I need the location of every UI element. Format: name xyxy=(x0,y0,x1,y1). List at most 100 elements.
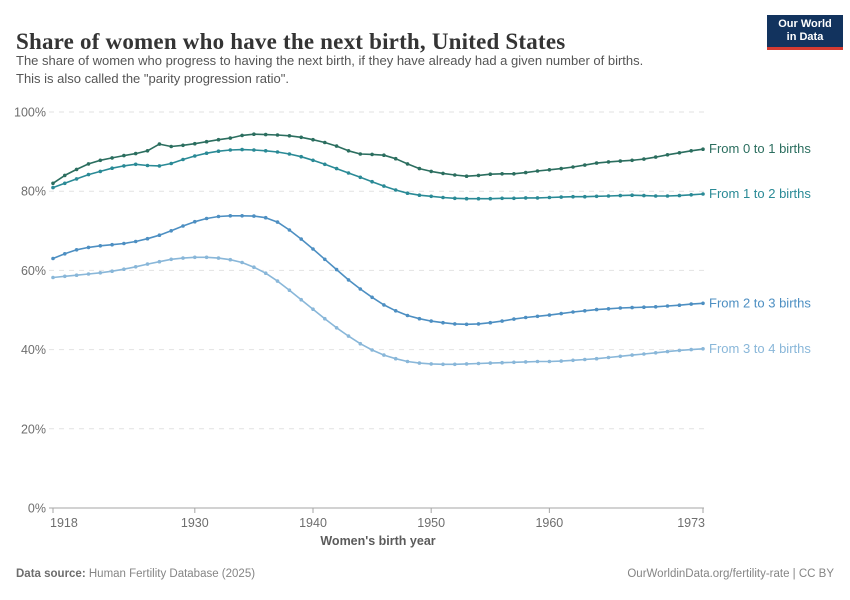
point-from-0-to-1-births xyxy=(594,161,599,165)
x-axis-title: Women's birth year xyxy=(320,534,435,548)
point-from-3-to-4-births xyxy=(334,326,339,330)
series-label-from-3-to-4-births: From 3 to 4 births xyxy=(709,341,811,356)
point-from-0-to-1-births xyxy=(559,166,563,171)
point-from-1-to-2-births xyxy=(370,179,374,184)
point-from-0-to-1-births xyxy=(74,167,79,172)
point-from-2-to-3-births xyxy=(63,252,67,256)
point-from-1-to-2-births xyxy=(583,194,587,199)
point-from-2-to-3-births xyxy=(145,236,150,241)
x-tick-label-1950: 1950 xyxy=(417,516,445,530)
point-from-3-to-4-births xyxy=(393,356,398,361)
point-from-2-to-3-births xyxy=(512,317,516,321)
x-tick-label-1973: 1973 xyxy=(677,516,705,530)
point-from-0-to-1-births xyxy=(323,140,327,145)
point-from-1-to-2-births xyxy=(488,196,493,201)
point-from-0-to-1-births xyxy=(252,132,256,136)
point-from-0-to-1-births xyxy=(701,147,705,151)
point-from-3-to-4-births xyxy=(594,356,599,361)
point-from-3-to-4-births xyxy=(228,257,233,262)
point-from-3-to-4-births xyxy=(311,307,315,312)
point-from-0-to-1-births xyxy=(63,173,67,178)
point-from-1-to-2-births xyxy=(464,196,469,201)
data-source: Data source: Human Fertility Database (2… xyxy=(16,568,255,580)
point-from-3-to-4-births xyxy=(488,361,493,365)
point-from-2-to-3-births xyxy=(51,256,55,261)
point-from-2-to-3-births xyxy=(370,295,374,300)
point-from-3-to-4-births xyxy=(204,255,209,260)
point-from-3-to-4-births xyxy=(464,362,469,366)
point-from-3-to-4-births xyxy=(405,359,410,364)
point-from-1-to-2-births xyxy=(299,154,304,159)
point-from-0-to-1-births xyxy=(689,149,693,153)
point-from-2-to-3-births xyxy=(323,257,327,262)
point-from-0-to-1-births xyxy=(240,133,244,138)
point-from-2-to-3-births xyxy=(98,244,103,248)
point-from-3-to-4-births xyxy=(417,361,422,365)
point-from-1-to-2-births xyxy=(547,195,552,200)
point-from-0-to-1-births xyxy=(571,165,575,169)
point-from-2-to-3-births xyxy=(594,307,599,312)
point-from-0-to-1-births xyxy=(535,169,540,173)
point-from-3-to-4-births xyxy=(618,354,623,359)
point-from-1-to-2-births xyxy=(653,194,658,198)
point-from-3-to-4-births xyxy=(665,349,670,354)
point-from-2-to-3-births xyxy=(358,287,363,291)
series-label-from-2-to-3-births: From 2 to 3 births xyxy=(709,295,811,310)
point-from-3-to-4-births xyxy=(275,279,280,283)
point-from-0-to-1-births xyxy=(299,135,304,140)
point-from-0-to-1-births xyxy=(263,132,268,137)
series-label-from-1-to-2-births: From 1 to 2 births xyxy=(709,186,811,201)
point-from-1-to-2-births xyxy=(618,193,623,198)
point-from-1-to-2-births xyxy=(275,150,280,154)
point-from-3-to-4-births xyxy=(606,355,611,360)
point-from-1-to-2-births xyxy=(441,195,445,200)
subtitle-line-2: This is also called the "parity progress… xyxy=(16,71,289,87)
x-tick-label-1960: 1960 xyxy=(535,516,563,530)
owid-logo-line2: in Data xyxy=(786,31,824,43)
point-from-1-to-2-births xyxy=(311,158,315,163)
point-from-0-to-1-births xyxy=(181,143,185,148)
point-from-0-to-1-births xyxy=(665,153,670,157)
point-from-1-to-2-births xyxy=(287,152,292,156)
point-from-2-to-3-births xyxy=(263,215,268,220)
point-from-2-to-3-births xyxy=(86,245,91,250)
point-from-3-to-4-births xyxy=(110,269,114,274)
point-from-2-to-3-births xyxy=(405,313,410,318)
point-from-2-to-3-births xyxy=(193,219,197,224)
point-from-2-to-3-births xyxy=(240,214,244,218)
y-tick-label-100: 100% xyxy=(14,106,46,120)
point-from-2-to-3-births xyxy=(547,313,552,317)
point-from-0-to-1-births xyxy=(453,173,457,177)
point-from-3-to-4-births xyxy=(630,353,634,357)
point-from-2-to-3-births xyxy=(299,237,304,241)
point-from-1-to-2-births xyxy=(665,194,670,198)
point-from-0-to-1-births xyxy=(500,172,504,176)
point-from-0-to-1-births xyxy=(488,172,493,176)
point-from-1-to-2-births xyxy=(346,171,351,175)
point-from-1-to-2-births xyxy=(393,188,398,192)
point-from-0-to-1-births xyxy=(287,134,292,138)
point-from-2-to-3-births xyxy=(181,224,185,228)
point-from-3-to-4-births xyxy=(299,297,304,302)
point-from-1-to-2-births xyxy=(216,149,221,153)
point-from-2-to-3-births xyxy=(382,303,386,307)
series-label-from-0-to-1-births: From 0 to 1 births xyxy=(709,141,811,156)
point-from-0-to-1-births xyxy=(405,162,410,166)
owid-logo: Our World in Data xyxy=(767,15,843,50)
point-from-1-to-2-births xyxy=(630,193,634,197)
point-from-3-to-4-births xyxy=(535,359,540,364)
point-from-3-to-4-births xyxy=(63,274,67,279)
point-from-3-to-4-births xyxy=(252,265,256,270)
point-from-0-to-1-births xyxy=(630,158,634,163)
point-from-1-to-2-births xyxy=(476,196,481,201)
point-from-1-to-2-births xyxy=(334,166,339,171)
point-from-1-to-2-births xyxy=(523,196,528,200)
point-from-0-to-1-births xyxy=(393,156,398,161)
point-from-2-to-3-births xyxy=(216,214,221,219)
point-from-1-to-2-births xyxy=(263,149,268,153)
point-from-0-to-1-births xyxy=(464,174,469,178)
point-from-2-to-3-births xyxy=(606,307,611,311)
point-from-3-to-4-births xyxy=(323,316,327,321)
point-from-0-to-1-births xyxy=(193,141,197,146)
point-from-1-to-2-births xyxy=(701,192,705,196)
